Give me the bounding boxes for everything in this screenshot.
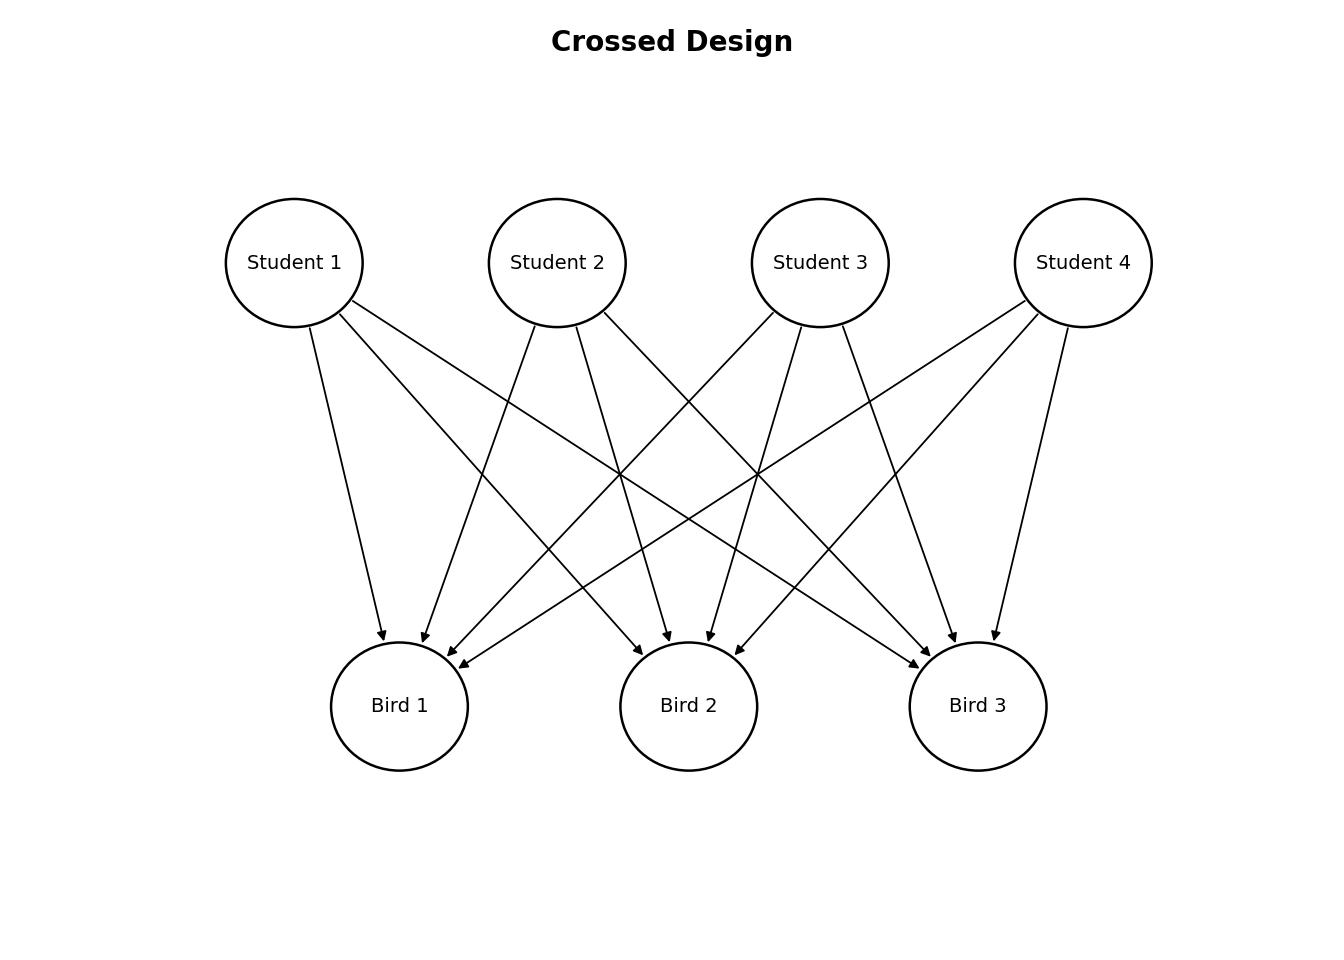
- Text: Student 4: Student 4: [1036, 253, 1130, 273]
- Text: Crossed Design: Crossed Design: [551, 29, 793, 57]
- Circle shape: [489, 199, 626, 327]
- Text: Bird 2: Bird 2: [660, 697, 718, 716]
- Text: Bird 1: Bird 1: [371, 697, 429, 716]
- Circle shape: [1015, 199, 1152, 327]
- Circle shape: [621, 642, 757, 771]
- Text: Student 3: Student 3: [773, 253, 868, 273]
- Circle shape: [226, 199, 363, 327]
- Text: Student 1: Student 1: [247, 253, 341, 273]
- Text: Student 2: Student 2: [509, 253, 605, 273]
- Circle shape: [910, 642, 1047, 771]
- Circle shape: [331, 642, 468, 771]
- Circle shape: [751, 199, 888, 327]
- Text: Bird 3: Bird 3: [949, 697, 1007, 716]
